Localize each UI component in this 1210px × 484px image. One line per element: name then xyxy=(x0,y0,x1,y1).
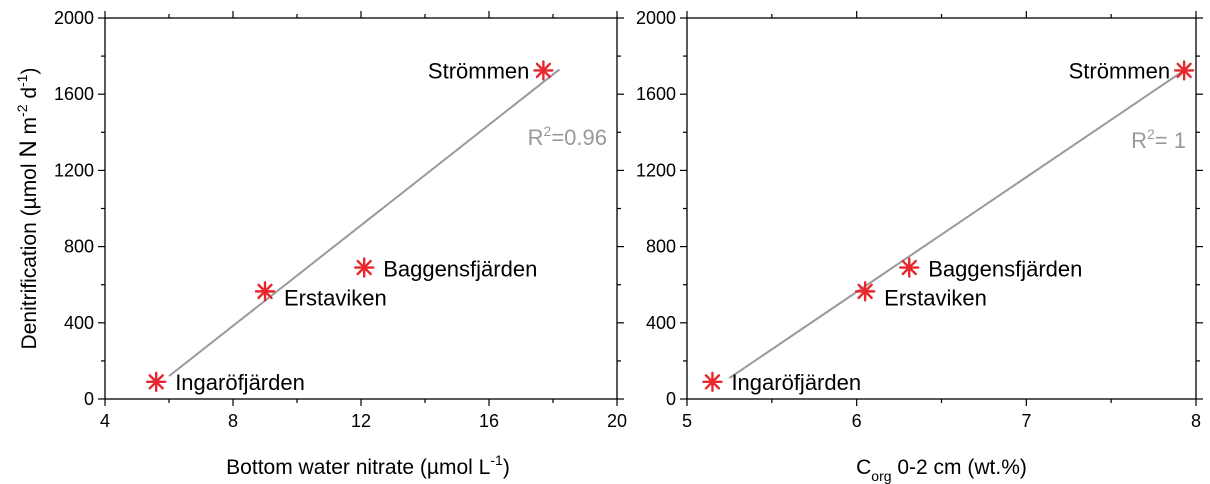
x-tick-label: 20 xyxy=(607,411,627,431)
x-tick-label: 6 xyxy=(852,411,862,431)
x-tick-label: 7 xyxy=(1021,411,1031,431)
y-tick-label: 1600 xyxy=(54,84,94,104)
data-point-marker xyxy=(702,371,723,393)
data-point-label: Strömmen xyxy=(428,58,529,83)
data-point-label: Ingaröfjärden xyxy=(175,370,305,395)
regression-line xyxy=(728,69,1185,379)
data-point-marker xyxy=(254,281,276,302)
y-tick-label: 0 xyxy=(84,389,94,409)
x-axis-title: Bottom water nitrate (µmol L-1) xyxy=(226,452,510,479)
x-tick-label: 5 xyxy=(682,411,692,431)
x-tick-label: 8 xyxy=(228,411,238,431)
data-point-label: Strömmen xyxy=(1069,58,1170,83)
x-tick-label: 16 xyxy=(479,411,499,431)
data-point-marker xyxy=(145,371,167,393)
data-point-label: Erstaviken xyxy=(884,285,987,310)
marker-stroke xyxy=(901,259,917,276)
data-point-marker xyxy=(854,281,876,302)
marker-stroke xyxy=(1176,62,1192,79)
data-point-marker xyxy=(1173,60,1195,81)
y-axis-title: Denitrification (µmol N m-2 d-1) xyxy=(14,68,42,350)
y-tick-label: 0 xyxy=(666,389,676,409)
marker-stroke xyxy=(704,374,721,390)
marker-stroke xyxy=(356,259,372,276)
y-tick-label: 1200 xyxy=(54,160,94,180)
marker-stroke xyxy=(148,374,164,390)
y-tick-label: 2000 xyxy=(54,8,94,28)
data-point-marker xyxy=(899,257,920,278)
marker-stroke xyxy=(257,283,273,300)
y-tick-label: 1200 xyxy=(636,160,676,180)
y-tick-label: 1600 xyxy=(636,84,676,104)
marker-stroke xyxy=(857,283,873,300)
y-tick-label: 400 xyxy=(64,313,94,333)
left-chart-panel: 0 400 800 1200 1600 2000 4 8 12 16 20 R2=0.96 Ingarö… xyxy=(14,8,627,479)
marker-stroke xyxy=(535,62,552,79)
data-point-label: Ingaröfjärden xyxy=(731,370,861,395)
data-point-marker xyxy=(533,60,554,81)
y-tick-label: 800 xyxy=(64,237,94,257)
regression-line xyxy=(168,68,561,377)
r-squared-label: R2= 1 xyxy=(1131,126,1186,153)
r-squared-label: R2=0.96 xyxy=(528,123,607,150)
right-chart-panel: 0 400 800 1200 1600 2000 5 6 7 8 R2= 1 Ingaröfjärde… xyxy=(636,8,1203,484)
data-point-label: Erstaviken xyxy=(284,285,387,310)
y-tick-label: 400 xyxy=(646,313,676,333)
y-tick-label: 2000 xyxy=(636,8,676,28)
x-tick-label: 8 xyxy=(1191,411,1201,431)
x-tick-label: 12 xyxy=(351,411,371,431)
x-axis-title: Corg 0-2 cm (wt.%) xyxy=(856,456,1027,484)
x-tick-label: 4 xyxy=(100,411,110,431)
data-point-label: Baggensfjärden xyxy=(928,257,1082,282)
data-point-marker xyxy=(354,257,375,278)
data-point-label: Baggensfjärden xyxy=(383,257,537,282)
y-tick-label: 800 xyxy=(646,237,676,257)
